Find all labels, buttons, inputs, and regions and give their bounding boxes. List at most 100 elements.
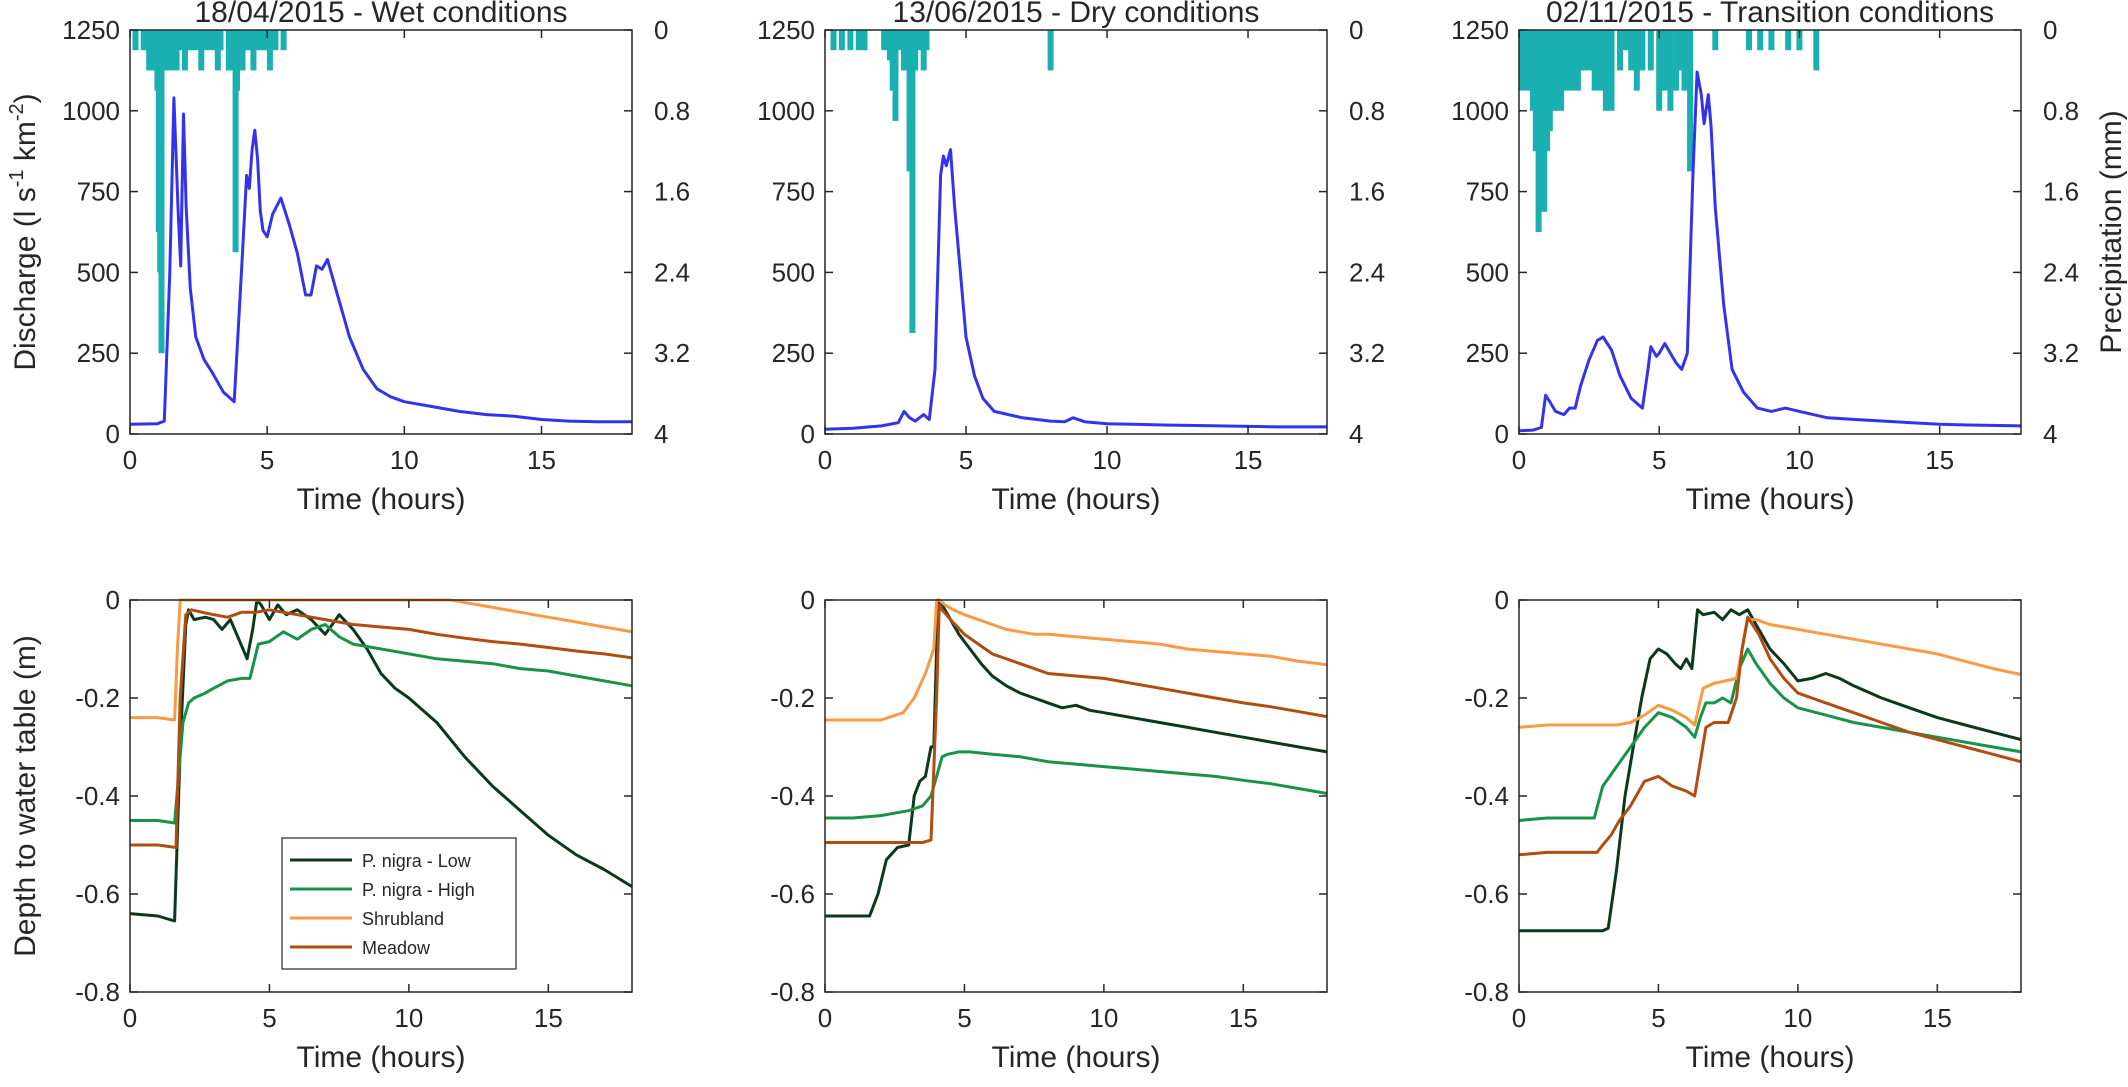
- x-tick-label: 15: [527, 445, 556, 475]
- panel-title: 02/11/2015 - Transition conditions: [1546, 0, 1994, 29]
- chart-panel-top-middle: 0 5 10 15 0 250 500 750 1000 1250 0 0.8 1.6 2.4 3.2 4 13…: [757, 0, 1385, 516]
- series-line-meadow: [1518, 615, 2022, 857]
- precipitation-bar: [1656, 30, 1663, 111]
- y-tick-label: -0.2: [770, 683, 815, 713]
- series-line-p-nigra-low: [825, 598, 1328, 918]
- precipitation-bar: [217, 30, 224, 51]
- precipitation-bar: [1813, 30, 1820, 71]
- precipitation-bar: [1546, 30, 1553, 131]
- y-tick-label: 1000: [757, 96, 815, 126]
- x-tick-label: 15: [534, 1003, 563, 1033]
- x-tick-label: 15: [1234, 445, 1263, 475]
- y-tick-label: -0.4: [75, 781, 120, 811]
- x-axis-label: Time (hours): [992, 1041, 1161, 1074]
- precipitation-bars: [830, 30, 1054, 333]
- x-tick-label: 10: [394, 1003, 423, 1033]
- y-tick-label: 500: [77, 257, 120, 287]
- precipitation-bar: [901, 30, 907, 71]
- y2-tick-label: 0.8: [1349, 96, 1385, 126]
- precipitation-bar: [1586, 30, 1593, 71]
- y-tick-label: 250: [77, 338, 120, 368]
- x-tick-label: 15: [1925, 445, 1954, 475]
- precipitation-bar: [830, 30, 837, 51]
- y-tick-label: 250: [772, 338, 815, 368]
- precipitation-bar: [1569, 30, 1576, 91]
- y2-tick-label: 0: [2043, 15, 2057, 45]
- y-tick-label: 750: [77, 177, 120, 207]
- precipitation-bar: [140, 30, 147, 51]
- y-tick-label: 1000: [1451, 96, 1509, 126]
- y-axis-label-part: -1: [6, 169, 28, 187]
- y2-tick-label: 1.6: [654, 177, 690, 207]
- y-tick-label: 0: [1495, 585, 1509, 615]
- x-tick-label: 5: [262, 1003, 276, 1033]
- panel-title: 18/04/2015 - Wet conditions: [194, 0, 567, 29]
- precipitation-bar: [181, 30, 188, 71]
- x-tick-label: 5: [957, 1003, 971, 1033]
- y-tick-label: 1250: [757, 15, 815, 45]
- y2-axis-label: Precipitation (mm): [2095, 110, 2128, 353]
- y-tick-label: -0.4: [770, 781, 815, 811]
- series-line-discharge: [129, 96, 632, 426]
- plot-frame: [129, 29, 633, 435]
- precipitation-bar: [1563, 30, 1570, 91]
- x-tick-label: 15: [1923, 1003, 1952, 1033]
- legend-label: P. nigra - Low: [362, 851, 472, 871]
- x-tick-label: 5: [260, 445, 274, 475]
- y-tick-label: 1000: [62, 96, 120, 126]
- y-tick-label: 0: [1495, 419, 1509, 449]
- precipitation-bar: [192, 30, 199, 51]
- precipitation-bar: [234, 30, 240, 91]
- series-line-p-nigra-low: [1519, 608, 2022, 933]
- y2-tick-label: 2.4: [654, 257, 690, 287]
- precipitation-bar: [1673, 30, 1680, 91]
- y-tick-label: -0.4: [1464, 781, 1509, 811]
- precipitation-bar: [209, 30, 216, 51]
- y2-tick-label: 1.6: [2043, 177, 2079, 207]
- precipitation-bar: [1628, 30, 1635, 71]
- x-tick-label: 0: [1512, 445, 1526, 475]
- x-tick-label: 5: [1651, 1003, 1665, 1033]
- precipitation-bar: [847, 30, 854, 51]
- series-line-meadow: [825, 603, 1328, 844]
- series-line-p-nigra-low: [129, 598, 633, 923]
- chart-panel-bottom-left: 0 5 10 15 0 -0.2 -0.4 -0.6 -0.8 Time (hours) Depth…: [9, 585, 633, 1074]
- precipitation-bar: [881, 30, 888, 51]
- precipitation-bar: [272, 30, 279, 51]
- y-tick-label: 500: [1466, 257, 1509, 287]
- precipitation-bar: [1746, 30, 1752, 51]
- precipitation-bar: [1647, 30, 1654, 71]
- x-tick-label: 5: [1652, 445, 1666, 475]
- plot-frame: [824, 29, 1328, 435]
- precipitation-bar: [1633, 30, 1640, 91]
- y2-tick-label: 0: [1349, 15, 1363, 45]
- legend-label: Meadow: [362, 938, 431, 958]
- precipitation-bar: [855, 30, 862, 51]
- series-line-p-nigra-high: [1518, 647, 2022, 822]
- precipitation-bar: [132, 30, 139, 51]
- y-tick-label: -0.2: [75, 683, 120, 713]
- x-tick-label: 0: [123, 1003, 137, 1033]
- precipitation-bar: [1574, 30, 1581, 91]
- precipitation-bar: [1687, 30, 1694, 172]
- precipitation-bar: [250, 30, 257, 71]
- precipitation-bar: [1712, 30, 1719, 51]
- precipitation-bars: [1518, 30, 1820, 232]
- precipitation-bars: [132, 30, 287, 354]
- precipitation-bar: [1757, 30, 1764, 51]
- y-axis-label-part: Discharge (l s: [9, 187, 42, 370]
- y-tick-label: -0.6: [75, 879, 120, 909]
- precipitation-bar: [158, 30, 165, 354]
- precipitation-bar: [245, 30, 251, 51]
- precipitation-bar: [923, 30, 930, 51]
- precipitation-bar: [1047, 30, 1054, 71]
- precipitation-bar: [261, 30, 268, 51]
- precipitation-bar: [1796, 30, 1803, 51]
- y2-tick-label: 3.2: [2043, 338, 2079, 368]
- precipitation-bar: [176, 30, 183, 51]
- precipitation-bar: [1622, 30, 1629, 51]
- y2-tick-label: 2.4: [2043, 257, 2079, 287]
- y2-tick-label: 1.6: [1349, 177, 1385, 207]
